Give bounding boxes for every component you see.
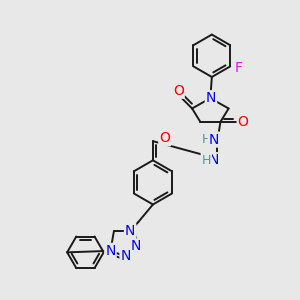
Text: H: H bbox=[202, 154, 211, 167]
Text: N: N bbox=[105, 244, 116, 258]
Text: N: N bbox=[206, 91, 216, 105]
Text: O: O bbox=[238, 115, 248, 129]
Text: N: N bbox=[121, 249, 131, 263]
Text: O: O bbox=[159, 131, 170, 145]
Text: N: N bbox=[209, 153, 219, 167]
Text: N: N bbox=[130, 239, 141, 254]
Text: F: F bbox=[235, 61, 243, 75]
Text: N: N bbox=[209, 133, 219, 146]
Text: N: N bbox=[125, 224, 135, 238]
Text: O: O bbox=[173, 84, 184, 98]
Text: H: H bbox=[202, 133, 211, 146]
